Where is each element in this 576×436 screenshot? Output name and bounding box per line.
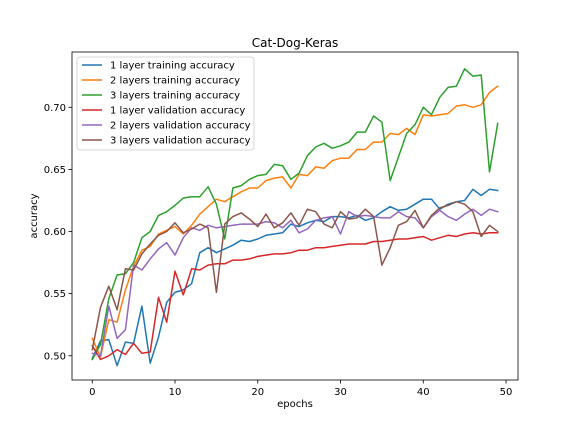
legend-label-3: 3 layers training accuracy	[110, 91, 240, 102]
y-tick-label: 0.60	[44, 227, 66, 238]
x-tick-label: 10	[169, 387, 182, 398]
plot-frame	[71, 51, 519, 381]
series-layer	[91, 68, 499, 367]
y-axis-label: accuracy	[29, 193, 40, 238]
x-tick-label: 20	[251, 387, 264, 398]
chart-legend: 1 layer training accuracy 2 layers traini…	[76, 56, 255, 151]
legend-label-2: 2 layers training accuracy	[110, 76, 240, 87]
legend-label-1: 1 layer training accuracy	[110, 61, 235, 72]
series-line-2	[91, 85, 499, 358]
series-line-6	[91, 200, 499, 351]
chart-title: Cat-Dog-Keras	[252, 36, 339, 50]
x-tick-label: 0	[89, 387, 95, 398]
legend-box	[76, 56, 255, 151]
x-tick-label: 40	[417, 387, 430, 398]
legend-label-4: 1 layer validation accuracy	[110, 106, 245, 117]
legend-label-6: 3 layers validation accuracy	[110, 136, 251, 147]
axes-layer: 0 10 20 30 40 50 0.50 0.55 0.60 0.65 0.70	[44, 103, 513, 398]
y-tick-label: 0.65	[44, 165, 66, 176]
legend-items: 1 layer training accuracy 2 layers traini…	[82, 61, 251, 147]
x-axis-label: epochs	[277, 399, 313, 410]
y-tick-label: 0.50	[44, 351, 66, 362]
y-tick-label: 0.70	[44, 103, 66, 114]
legend-label-5: 2 layers validation accuracy	[110, 121, 251, 132]
x-tick-label: 50	[500, 387, 513, 398]
series-line-4	[91, 232, 499, 361]
x-tick-label: 30	[334, 387, 347, 398]
series-line-3	[91, 68, 499, 361]
y-tick-label: 0.55	[44, 289, 66, 300]
